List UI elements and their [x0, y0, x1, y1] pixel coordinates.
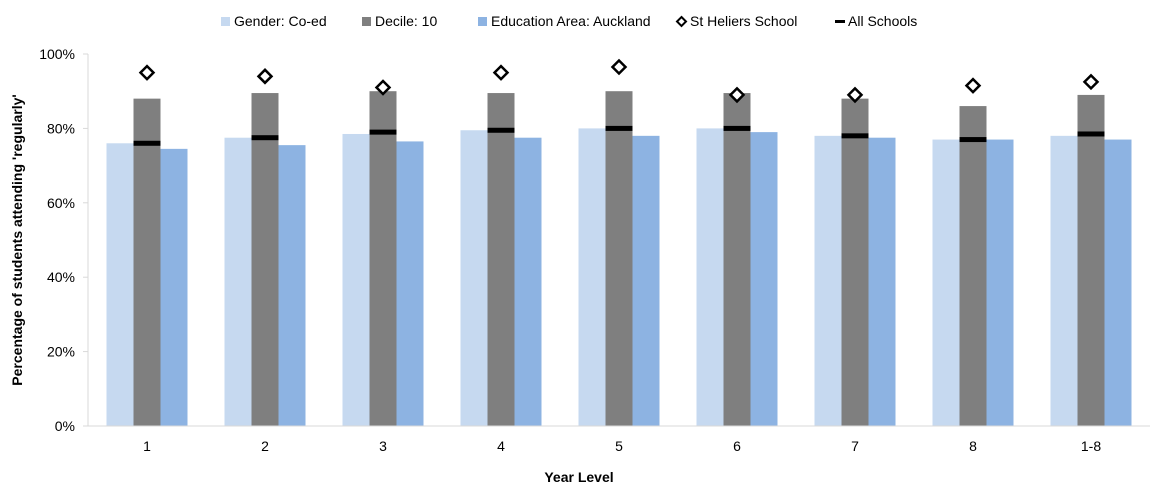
y-tick-label: 0% [55, 418, 75, 434]
legend-label: Education Area: Auckland [491, 13, 651, 29]
y-tick-label: 80% [47, 120, 75, 136]
category-group [342, 79, 424, 427]
legend-swatch [221, 17, 230, 26]
x-axis: 1 2 3 4 5 6 7 8 1-8 [88, 425, 1150, 454]
bar [224, 137, 252, 426]
bar [514, 137, 542, 426]
bar [251, 93, 279, 426]
school-marker [728, 86, 746, 104]
bar [1104, 139, 1132, 426]
legend-swatch [675, 15, 688, 28]
school-marker [610, 58, 628, 76]
y-tick-label: 20% [47, 344, 75, 360]
bar [750, 132, 778, 426]
x-tick-label: 5 [615, 438, 623, 454]
legend-item: Decile: 10 [362, 13, 437, 29]
bar [487, 93, 515, 426]
legend-swatch [362, 17, 371, 26]
school-marker [374, 79, 392, 96]
school-marker [1082, 73, 1100, 91]
category-group [814, 86, 896, 426]
school-marker [256, 68, 274, 85]
bar [278, 145, 306, 426]
bar [1077, 94, 1105, 427]
bar [605, 91, 633, 426]
all-schools-dash [133, 140, 161, 146]
all-schools-dash [605, 125, 633, 131]
y-tick-label: 100% [39, 46, 75, 62]
legend-item: Education Area: Auckland [478, 13, 651, 29]
x-tick-label: 7 [851, 438, 859, 454]
bar [868, 137, 896, 426]
legend: Gender: Co-ed Decile: 10 Education Area: A… [221, 13, 917, 29]
y-tick-label: 40% [47, 269, 75, 285]
y-axis: 0% 20% 40% 60% 80% 100% [39, 46, 89, 434]
x-tick-label: 4 [497, 438, 505, 454]
bar [1050, 135, 1078, 426]
all-schools-dash [1077, 131, 1105, 137]
legend-label: Gender: Co-ed [234, 13, 327, 29]
all-schools-dash [369, 129, 397, 135]
all-schools-dash [487, 127, 515, 133]
bar [106, 143, 134, 426]
x-tick-label: 6 [733, 438, 741, 454]
school-marker [138, 64, 156, 81]
category-group [224, 68, 306, 426]
school-marker [846, 86, 864, 104]
x-axis-title: Year Level [544, 469, 613, 484]
legend-swatch [835, 20, 845, 23]
all-schools-dash [959, 137, 987, 143]
bar [723, 93, 751, 426]
legend-label: St Heliers School [690, 13, 797, 29]
legend-label: All Schools [848, 13, 917, 29]
bar [160, 148, 188, 427]
x-tick-label: 1 [143, 438, 151, 454]
category-group [932, 77, 1014, 426]
category-group [106, 64, 188, 427]
school-marker [492, 64, 510, 81]
bar [632, 135, 660, 426]
bar [959, 106, 987, 426]
x-tick-label: 3 [379, 438, 387, 454]
category-group [696, 86, 778, 426]
category-group [578, 58, 660, 426]
legend-item: St Heliers School [675, 13, 797, 29]
all-schools-dash [251, 135, 279, 141]
bar [578, 128, 606, 426]
bar [814, 135, 842, 426]
x-tick-label: 8 [969, 438, 977, 454]
bar [932, 139, 960, 426]
category-group [1050, 73, 1132, 427]
bar [369, 91, 397, 426]
school-marker [964, 77, 982, 94]
all-schools-dash [841, 133, 869, 139]
bar [841, 98, 869, 426]
bar [133, 98, 161, 426]
y-axis-title: Percentage of students attending 'regula… [9, 94, 25, 385]
x-tick-label: 1-8 [1081, 438, 1101, 454]
legend-swatch [478, 17, 487, 26]
bar [342, 133, 370, 427]
y-tick-label: 60% [47, 195, 75, 211]
bar [986, 139, 1014, 426]
category-group [460, 64, 542, 426]
plot-area [106, 58, 1132, 427]
legend-label: Decile: 10 [375, 13, 437, 29]
x-tick-label: 2 [261, 438, 269, 454]
legend-item: Gender: Co-ed [221, 13, 327, 29]
all-schools-dash [723, 125, 751, 131]
bar [396, 141, 424, 427]
bar [460, 130, 488, 426]
bar [696, 128, 724, 426]
legend-item: All Schools [835, 13, 917, 29]
